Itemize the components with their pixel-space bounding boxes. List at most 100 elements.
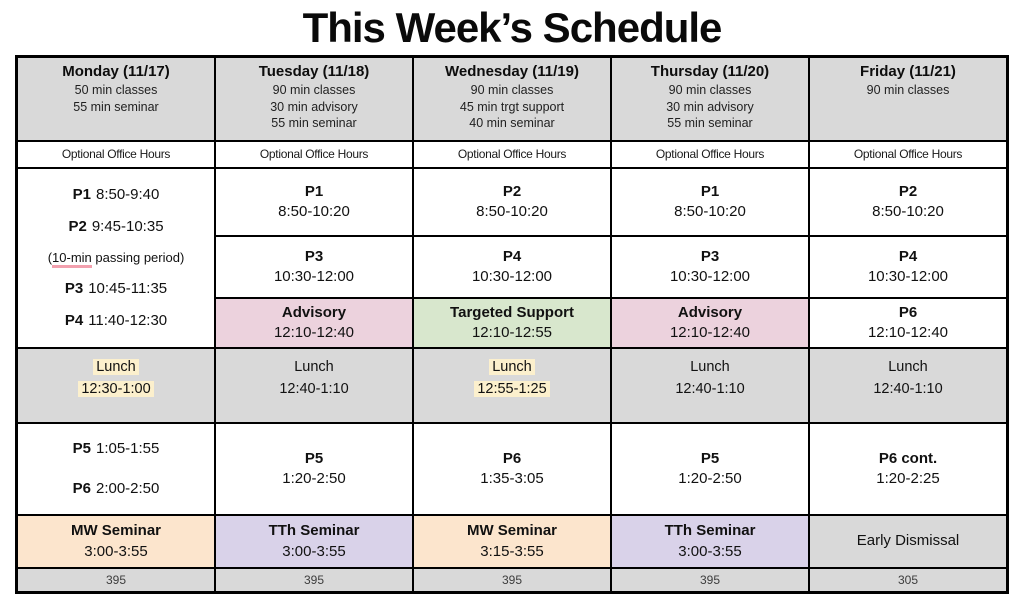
room-cell: 395 xyxy=(413,568,611,592)
day-name: Tuesday (11/18) xyxy=(258,63,370,80)
seminar-label: MW Seminar xyxy=(466,522,557,540)
period-label: P1 xyxy=(304,182,324,200)
period-cell: P1 8:50-10:20 xyxy=(215,168,413,236)
schedule-table: Monday (11/17) 50 min classes 55 min sem… xyxy=(15,55,1009,594)
early-dismissal-label: Early Dismissal xyxy=(856,532,960,550)
period-label: P4 xyxy=(502,247,522,265)
period-label: P1 xyxy=(72,185,91,203)
office-hours-cell: Optional Office Hours xyxy=(413,141,611,168)
period-cell: P2 8:50-10:20 xyxy=(413,168,611,236)
period-line: P6 2:00-2:50 xyxy=(73,479,160,499)
period-cell: P3 10:30-12:00 xyxy=(611,236,809,298)
seminar-cell: MW Seminar 3:15-3:55 xyxy=(413,515,611,568)
period-line: P3 10:45-11:35 xyxy=(65,279,167,299)
seminar-time: 3:00-3:55 xyxy=(84,542,148,560)
period-time: 12:10-12:40 xyxy=(867,324,949,341)
day-header: Tuesday (11/18) 90 min classes 30 min ad… xyxy=(215,57,413,141)
period-label: Targeted Support xyxy=(450,303,574,321)
office-hours-label: Optional Office Hours xyxy=(61,147,171,162)
day-name: Monday (11/17) xyxy=(62,63,170,80)
day-name: Wednesday (11/19) xyxy=(445,63,579,80)
targeted-support-cell: Targeted Support 12:10-12:55 xyxy=(413,298,611,348)
period-label: P2 xyxy=(898,182,918,200)
seminar-time: 3:00-3:55 xyxy=(678,542,742,560)
lunch-cell: Lunch 12:40-1:10 xyxy=(215,348,413,423)
period-cell: P4 10:30-12:00 xyxy=(413,236,611,298)
period-time: 8:50-10:20 xyxy=(476,203,548,220)
period-label: P4 xyxy=(64,311,84,329)
early-dismissal-cell: Early Dismissal xyxy=(809,515,1007,568)
day-detail: 45 min trgt support xyxy=(459,99,565,114)
afternoon-periods-cell: P5 1:05-1:55 P6 2:00-2:50 xyxy=(17,423,215,515)
day-detail: 90 min classes xyxy=(668,83,752,98)
period-cell: P6 12:10-12:40 xyxy=(809,298,1007,348)
day-detail: 40 min seminar xyxy=(469,116,555,131)
period-label: P5 xyxy=(700,449,720,467)
period-time: 1:20-2:50 xyxy=(678,470,742,487)
office-hours-cell: Optional Office Hours xyxy=(17,141,215,168)
room-cell: 305 xyxy=(809,568,1007,592)
day-name: Thursday (11/20) xyxy=(650,63,770,80)
period-time: 10:30-12:00 xyxy=(273,268,355,285)
period-time: 10:45-11:35 xyxy=(88,279,168,297)
morning-periods-cell: P1 8:50-9:40 P2 9:45-10:35 (10-min passing… xyxy=(17,168,215,348)
period-label: P5 xyxy=(304,449,324,467)
period-cell: P4 10:30-12:00 xyxy=(809,236,1007,298)
note-text: ( xyxy=(47,250,53,266)
advisory-cell: Advisory 12:10-12:40 xyxy=(215,298,413,348)
lunch-time: 12:40-1:10 xyxy=(279,381,349,398)
day-header: Thursday (11/20) 90 min classes 30 min a… xyxy=(611,57,809,141)
period-time: 1:35-3:05 xyxy=(480,470,544,487)
note-text: passing period) xyxy=(91,250,185,266)
lunch-time: 12:30-1:00 xyxy=(78,381,154,398)
period-line: P5 1:05-1:55 xyxy=(73,439,160,459)
column-friday: Friday (11/21) 90 min classes Optional O… xyxy=(809,57,1007,592)
day-detail: 55 min seminar xyxy=(667,116,753,131)
office-hours-label: Optional Office Hours xyxy=(655,147,765,162)
period-time: 10:30-12:00 xyxy=(867,268,949,285)
period-time: 12:10-12:40 xyxy=(669,324,751,341)
column-tuesday: Tuesday (11/18) 90 min classes 30 min ad… xyxy=(215,57,413,592)
period-time: 1:05-1:55 xyxy=(95,439,160,457)
day-detail: 90 min classes xyxy=(272,83,356,98)
period-cell: P5 1:20-2:50 xyxy=(611,423,809,515)
lunch-label: Lunch xyxy=(690,359,730,375)
seminar-label: MW Seminar xyxy=(70,522,161,540)
day-header: Wednesday (11/19) 90 min classes 45 min … xyxy=(413,57,611,141)
period-time: 9:45-10:35 xyxy=(91,218,164,236)
day-detail: 30 min advisory xyxy=(666,99,754,114)
period-time: 8:50-10:20 xyxy=(872,203,944,220)
period-time: 8:50-9:40 xyxy=(95,185,160,203)
room-number: 395 xyxy=(303,573,325,587)
column-monday: Monday (11/17) 50 min classes 55 min sem… xyxy=(17,57,215,592)
period-line: P4 11:40-12:30 xyxy=(65,311,167,331)
seminar-time: 3:00-3:55 xyxy=(282,542,346,560)
office-hours-label: Optional Office Hours xyxy=(457,147,567,162)
period-label: P1 xyxy=(700,182,720,200)
period-time: 1:20-2:50 xyxy=(282,470,346,487)
day-detail: 55 min seminar xyxy=(73,99,159,114)
period-label: P6 xyxy=(72,480,91,497)
office-hours-cell: Optional Office Hours xyxy=(809,141,1007,168)
room-cell: 395 xyxy=(611,568,809,592)
lunch-label: Lunch xyxy=(93,359,139,375)
period-time: 2:00-2:50 xyxy=(95,480,160,497)
period-cell: P6 cont. 1:20-2:25 xyxy=(809,423,1007,515)
room-cell: 395 xyxy=(215,568,413,592)
period-time: 10:30-12:00 xyxy=(471,268,553,285)
seminar-cell: TTh Seminar 3:00-3:55 xyxy=(611,515,809,568)
seminar-label: TTh Seminar xyxy=(268,522,360,540)
period-label: P6 xyxy=(898,303,918,321)
lunch-time: 12:40-1:10 xyxy=(873,381,943,398)
room-number: 395 xyxy=(105,573,127,587)
day-detail: 55 min seminar xyxy=(271,116,357,131)
underlined-text: 10-min xyxy=(52,250,92,269)
period-label: P3 xyxy=(64,279,84,297)
day-detail: 50 min classes xyxy=(74,83,158,98)
period-label: P2 xyxy=(68,218,87,236)
day-detail: 90 min classes xyxy=(470,83,554,98)
period-line: P1 8:50-9:40 xyxy=(73,185,160,205)
office-hours-cell: Optional Office Hours xyxy=(611,141,809,168)
period-time: 8:50-10:20 xyxy=(278,203,350,220)
period-label: P6 xyxy=(502,449,522,467)
